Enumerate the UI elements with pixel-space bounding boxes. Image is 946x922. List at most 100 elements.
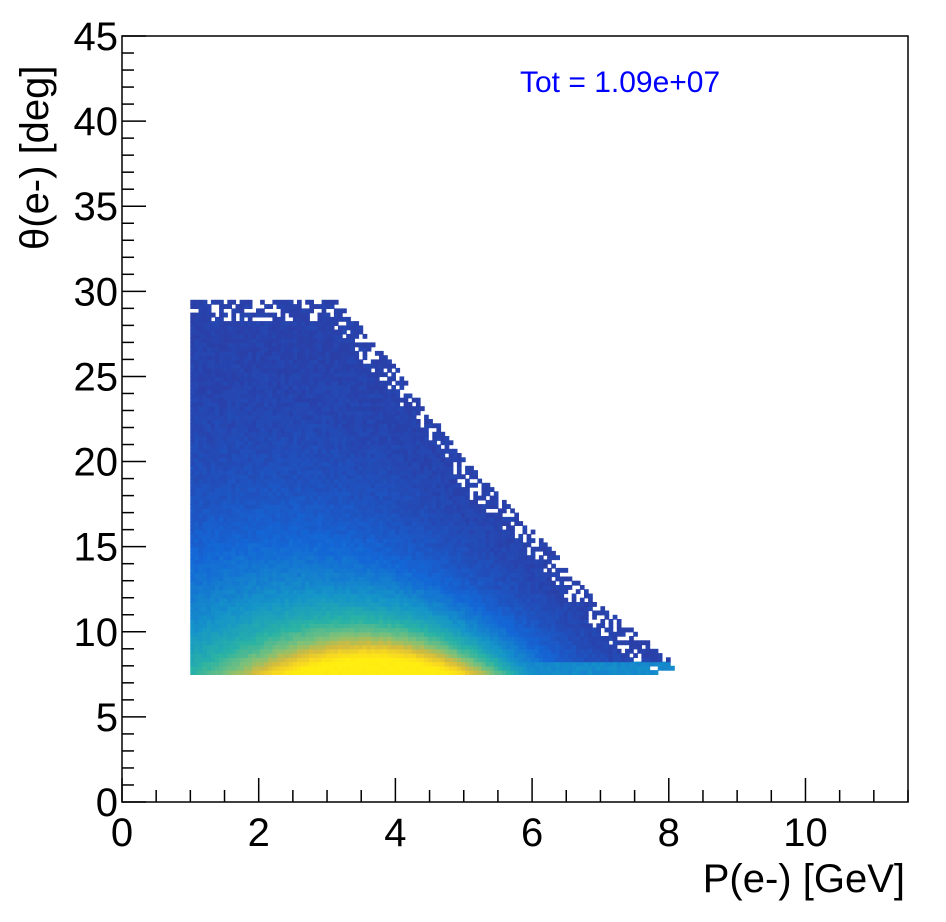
heatmap-cell xyxy=(321,321,327,326)
heatmap-cell xyxy=(415,542,421,548)
heatmap-cell xyxy=(301,474,306,480)
heatmap-cell xyxy=(210,640,216,646)
heatmap-cell xyxy=(198,359,204,365)
heatmap-cell xyxy=(280,444,286,450)
heatmap-cell xyxy=(297,487,302,492)
heatmap-cell xyxy=(190,602,195,607)
heatmap-cell xyxy=(305,470,310,475)
heatmap-cell xyxy=(305,529,310,535)
heatmap-cell xyxy=(403,491,409,497)
heatmap-cell xyxy=(235,444,241,450)
heatmap-cell xyxy=(247,499,253,505)
heatmap-cell xyxy=(247,342,253,348)
heatmap-cell xyxy=(333,644,339,650)
heatmap-cell xyxy=(321,487,327,492)
heatmap-cell xyxy=(280,521,286,526)
heatmap-cell xyxy=(346,597,351,603)
heatmap-cell xyxy=(366,670,372,675)
heatmap-cell xyxy=(370,597,376,603)
heatmap-cell xyxy=(424,576,429,582)
heatmap-cell xyxy=(354,614,360,620)
heatmap-cell xyxy=(223,546,228,552)
heatmap-cell xyxy=(301,670,306,675)
heatmap-cell xyxy=(415,402,421,407)
heatmap-cell xyxy=(260,512,265,518)
heatmap-cell xyxy=(202,402,208,407)
heatmap-cell xyxy=(194,312,200,318)
heatmap-cell xyxy=(415,431,421,437)
heatmap-cell xyxy=(399,580,405,586)
heatmap-cell xyxy=(268,470,273,475)
heatmap-cell xyxy=(292,457,298,463)
heatmap-cell xyxy=(227,376,232,382)
heatmap-cell xyxy=(288,453,294,458)
heatmap-cell xyxy=(358,436,364,441)
heatmap-cell xyxy=(292,648,298,654)
heatmap-cell xyxy=(407,542,413,548)
heatmap-cell xyxy=(411,436,417,441)
heatmap-cell xyxy=(313,525,319,531)
heatmap-cell xyxy=(325,312,331,318)
heatmap-cell xyxy=(379,563,384,569)
heatmap-cell xyxy=(215,427,220,433)
heatmap-cell xyxy=(202,516,208,522)
heatmap-cell xyxy=(305,491,310,497)
heatmap-cell xyxy=(297,525,302,531)
heatmap-cell xyxy=(251,359,257,365)
heatmap-cell xyxy=(251,512,257,518)
heatmap-cell xyxy=(321,563,327,569)
heatmap-cell xyxy=(268,648,273,654)
heatmap-cell xyxy=(272,333,278,339)
heatmap-cell xyxy=(264,372,269,378)
heatmap-cell xyxy=(256,495,261,501)
heatmap-cell xyxy=(223,495,228,501)
heatmap-cell xyxy=(362,533,368,539)
heatmap-cell xyxy=(346,631,351,637)
heatmap-cell xyxy=(309,397,314,403)
heatmap-cell xyxy=(321,397,327,403)
heatmap-cell xyxy=(288,427,294,433)
heatmap-cell xyxy=(231,363,237,369)
heatmap-cell xyxy=(415,491,421,497)
heatmap-cell xyxy=(411,550,417,556)
heatmap-cell xyxy=(272,363,278,369)
heatmap-cell xyxy=(284,529,290,535)
heatmap-cell xyxy=(256,363,261,369)
heatmap-cell xyxy=(239,470,245,475)
heatmap-cell xyxy=(243,397,249,403)
heatmap-cell xyxy=(379,406,384,412)
heatmap-cell xyxy=(288,555,294,561)
heatmap-cell xyxy=(387,504,392,509)
heatmap-cell xyxy=(415,423,421,429)
heatmap-cell xyxy=(317,448,323,454)
heatmap-cell xyxy=(333,419,339,424)
heatmap-cell xyxy=(333,521,339,526)
heatmap-cell xyxy=(407,440,413,446)
heatmap-cell xyxy=(280,346,286,352)
heatmap-cell xyxy=(374,419,380,424)
heatmap-cell xyxy=(428,465,433,471)
heatmap-cell xyxy=(210,495,216,501)
heatmap-cell xyxy=(268,487,273,492)
heatmap-cell xyxy=(395,559,401,565)
heatmap-cell xyxy=(215,423,220,429)
heatmap-cell xyxy=(288,363,294,369)
heatmap-cell xyxy=(301,589,306,595)
heatmap-cell xyxy=(305,504,310,509)
heatmap-cell xyxy=(243,495,249,501)
heatmap-cell xyxy=(370,670,376,675)
heatmap-cell xyxy=(292,389,298,395)
heatmap-cell xyxy=(268,312,273,318)
heatmap-cell xyxy=(362,563,368,569)
heatmap-cell xyxy=(272,521,278,526)
heatmap-cell xyxy=(428,610,433,616)
heatmap-cell xyxy=(407,602,413,607)
heatmap-cell xyxy=(198,657,204,663)
heatmap-cell xyxy=(309,359,314,365)
heatmap-cell xyxy=(346,427,351,433)
heatmap-cell xyxy=(305,661,310,667)
heatmap-cell xyxy=(227,533,232,539)
heatmap-cell xyxy=(370,555,376,561)
heatmap-cell xyxy=(194,321,200,326)
heatmap-cell xyxy=(338,593,343,599)
